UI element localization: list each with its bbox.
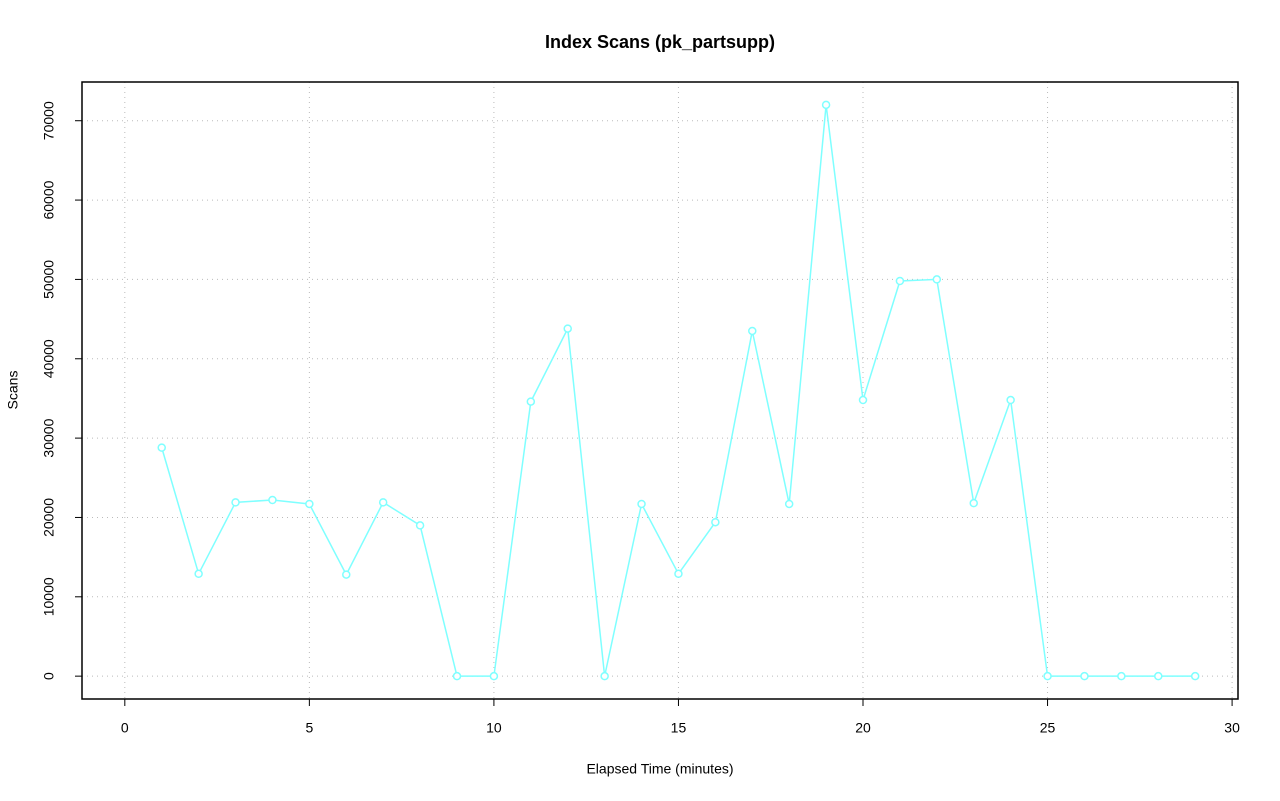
x-tick-label: 5 xyxy=(305,720,313,736)
data-point xyxy=(1190,671,1200,681)
data-point xyxy=(452,671,462,681)
y-tick-label: 20000 xyxy=(41,498,57,537)
chart-title: Index Scans (pk_partsupp) xyxy=(545,32,775,52)
x-tick-label: 20 xyxy=(855,720,871,736)
data-point xyxy=(1043,671,1052,681)
data-point xyxy=(268,495,277,505)
y-tick-label: 50000 xyxy=(41,260,57,299)
data-point xyxy=(489,671,499,681)
data-point xyxy=(526,397,536,406)
y-tick-label: 0 xyxy=(41,672,57,680)
data-point xyxy=(600,671,609,681)
y-tick-label: 60000 xyxy=(41,180,57,219)
data-point xyxy=(821,100,831,110)
data-point xyxy=(1154,671,1163,681)
data-point xyxy=(711,517,720,527)
data-point xyxy=(1080,671,1089,681)
x-tick-label: 15 xyxy=(671,720,687,736)
data-point xyxy=(858,395,868,405)
data-point xyxy=(969,498,978,508)
data-point xyxy=(784,499,794,509)
series-line xyxy=(161,104,1196,677)
y-tick-label: 40000 xyxy=(41,339,57,378)
data-point xyxy=(194,569,203,579)
x-tick-label: 10 xyxy=(486,720,502,736)
data-point xyxy=(378,498,388,507)
data-point xyxy=(342,570,351,579)
y-axis-label: Scans xyxy=(5,371,21,410)
data-point xyxy=(157,443,166,452)
data-point xyxy=(563,324,572,333)
data-point xyxy=(1006,395,1015,405)
x-tick-label: 25 xyxy=(1040,720,1056,736)
data-point xyxy=(674,569,683,579)
y-tick-label: 10000 xyxy=(41,577,57,616)
data-point xyxy=(932,275,942,284)
y-tick-label: 70000 xyxy=(41,101,57,140)
x-tick-label: 30 xyxy=(1224,720,1240,736)
x-tick-label: 0 xyxy=(121,720,129,736)
data-point xyxy=(748,326,757,336)
y-tick-label: 30000 xyxy=(41,418,57,457)
data-point xyxy=(895,276,905,286)
x-axis-label: Elapsed Time (minutes) xyxy=(586,761,733,777)
data-point xyxy=(415,521,425,530)
plot-frame xyxy=(81,81,1239,700)
data-point xyxy=(637,499,646,509)
data-point xyxy=(1117,671,1126,681)
data-point xyxy=(231,498,240,507)
data-point xyxy=(305,499,314,509)
